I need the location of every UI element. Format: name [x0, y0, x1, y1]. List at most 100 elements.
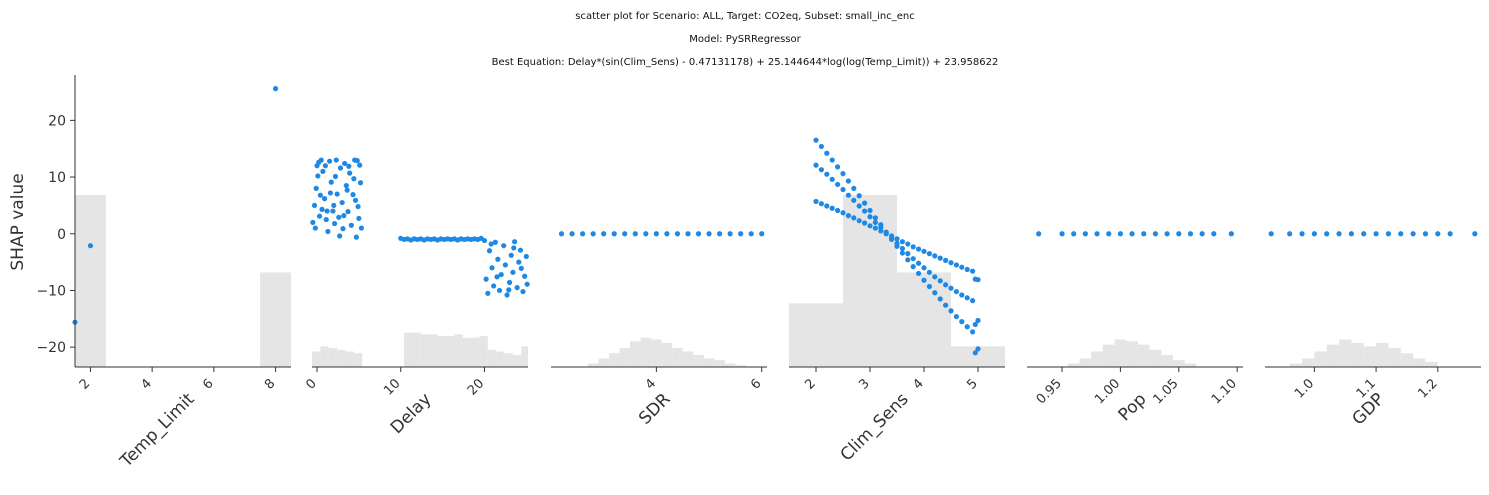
- scatter-point: [1324, 231, 1330, 237]
- scatter-point: [932, 290, 938, 296]
- scatter-point: [835, 164, 841, 170]
- scatter-point: [921, 248, 927, 254]
- scatter-point: [943, 282, 949, 288]
- scatter-point: [322, 163, 328, 169]
- scatter-point: [1071, 231, 1077, 237]
- scatter-point: [813, 198, 819, 205]
- scatter-point: [1199, 231, 1205, 237]
- scatter-point: [325, 228, 331, 235]
- scatter-point: [1385, 231, 1392, 237]
- scatter-point: [488, 241, 494, 247]
- scatter-point: [1211, 231, 1217, 237]
- histogram-bar: [75, 195, 106, 367]
- scatter-point: [1361, 231, 1367, 237]
- histogram-bar: [724, 363, 736, 367]
- scatter-point: [727, 231, 733, 237]
- figure-title-line-2: Model: PySRRegressor: [689, 34, 801, 45]
- scatter-point: [1348, 231, 1354, 237]
- scatter-point: [948, 260, 954, 266]
- histogram-bar: [1425, 361, 1438, 367]
- scatter-point: [350, 192, 356, 198]
- scatter-point: [339, 199, 345, 206]
- histogram-bar: [404, 332, 413, 367]
- scatter-point: [313, 185, 319, 191]
- scatter-point: [1117, 231, 1124, 237]
- scatter-point: [320, 168, 326, 174]
- scatter-point: [502, 262, 508, 268]
- histogram-bar: [1102, 344, 1115, 367]
- scatter-point: [862, 200, 868, 206]
- scatter-point: [340, 226, 346, 232]
- histogram-bar: [1184, 363, 1197, 367]
- scatter-point: [501, 243, 507, 249]
- scatter-point: [345, 209, 351, 215]
- histogram-bar: [345, 351, 354, 367]
- x-tick-label: 4: [643, 376, 659, 392]
- scatter-point: [324, 208, 330, 214]
- scatter-point: [1036, 231, 1042, 237]
- histogram-bar: [1149, 349, 1162, 367]
- scatter-point: [1094, 231, 1100, 237]
- scatter-point: [601, 231, 607, 237]
- scatter-point: [664, 231, 670, 237]
- scatter-point: [829, 205, 835, 211]
- scatter-point: [948, 285, 954, 291]
- scatter-point: [845, 178, 852, 184]
- scatter-point: [311, 202, 318, 209]
- histogram-bar: [651, 339, 662, 367]
- scatter-point: [486, 248, 493, 254]
- scatter-point: [970, 329, 976, 335]
- x-tick-label: 6: [200, 376, 216, 392]
- scatter-point: [632, 231, 638, 237]
- scatter-point: [622, 231, 628, 237]
- scatter-point: [1398, 231, 1404, 237]
- scatter-point: [867, 207, 873, 214]
- scatter-point: [489, 265, 495, 271]
- scatter-point: [516, 259, 522, 265]
- x-tick-label: 8: [262, 376, 278, 392]
- x-tick-label: 0.95: [1034, 376, 1065, 407]
- scatter-point: [926, 269, 933, 275]
- x-axis-title: Clim_Sens: [837, 389, 913, 465]
- histogram-bar: [437, 336, 446, 367]
- x-axis-title: Delay: [387, 389, 436, 438]
- x-tick-label: 0: [303, 376, 319, 392]
- scatter-point: [1373, 231, 1379, 237]
- scatter-point: [522, 273, 528, 279]
- scatter-point: [824, 150, 830, 156]
- y-tick-label: 20: [48, 113, 66, 129]
- scatter-point: [1082, 231, 1088, 237]
- scatter-point: [315, 173, 321, 179]
- scatter-point: [1176, 231, 1182, 237]
- histogram-bar: [661, 342, 673, 367]
- histogram-bar: [1339, 339, 1352, 367]
- x-tick-label: 1.2: [1415, 376, 1440, 401]
- scatter-point: [1129, 231, 1135, 237]
- scatter-point: [937, 278, 943, 284]
- scatter-point: [964, 266, 970, 273]
- histogram-bar: [672, 348, 683, 367]
- x-tick-label: 4: [910, 376, 926, 392]
- scatter-point: [319, 206, 325, 212]
- scatter-point: [867, 223, 873, 229]
- scatter-point: [496, 287, 503, 294]
- histogram-bar: [328, 348, 338, 367]
- scatter-point: [972, 350, 978, 356]
- histogram-bar: [445, 336, 455, 367]
- scatter-point: [310, 219, 316, 226]
- y-tick-label: −10: [36, 283, 66, 299]
- scatter-point: [970, 298, 976, 304]
- x-axis-title: Temp_Limit: [116, 389, 199, 472]
- scatter-point: [354, 158, 360, 164]
- scatter-point: [1164, 231, 1170, 237]
- scatter-point: [321, 196, 328, 202]
- scatter-point: [835, 207, 841, 214]
- x-tick-label: 4: [139, 376, 155, 392]
- scatter-point: [840, 186, 846, 193]
- scatter-point: [872, 225, 879, 231]
- scatter-point: [953, 313, 960, 320]
- scatter-point: [317, 192, 323, 198]
- scatter-point: [498, 271, 504, 278]
- scatter-point: [921, 277, 927, 283]
